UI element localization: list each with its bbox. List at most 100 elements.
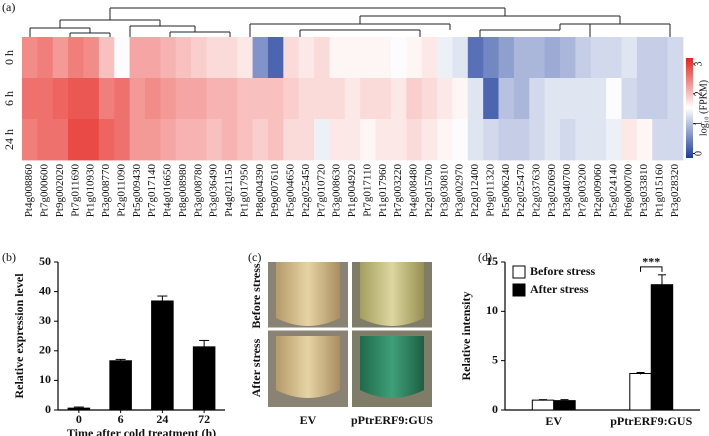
column-label: pPtrERF9:GUS [351,413,433,427]
heat-cell [129,37,146,79]
heat-cell [621,37,638,79]
heat-cell [406,78,423,120]
heat-cell [175,78,192,120]
column-label: Pt3g040700 [561,164,573,218]
heat-cell [237,78,253,120]
column-label: Pt8g004390 [254,164,266,218]
column-label: Pt8g008980 [177,164,189,218]
heat-cell [544,119,561,161]
column-label: Pt2g025470 [515,164,527,218]
column-label: Pt2g009060 [592,164,604,218]
heat-cell [360,78,376,120]
column-label: Pt1g010930 [85,164,97,218]
heat-cell [37,37,54,79]
heat-cell [421,119,438,161]
heat-cell [636,37,653,79]
heat-cell [437,119,453,161]
heat-cell [390,37,407,79]
column-label: Pt3g008780 [192,164,204,218]
heat-cell [575,119,592,161]
row-label: Before stress [249,263,263,329]
heat-cell [606,78,622,120]
heat-cell [513,78,530,120]
heat-cell [360,119,376,161]
heat-cell [129,119,146,161]
heat-cell [590,78,607,120]
column-label: Pt2g037630 [530,164,542,218]
heat-cell [652,37,669,79]
y-tick-label: 20 [39,343,51,357]
heat-cell [298,119,315,161]
heat-cell [144,37,161,79]
column-label: Pt3g030810 [438,164,450,218]
heat-cell [98,119,115,161]
heat-cell [375,119,392,161]
heat-cell [298,78,315,120]
heat-cell [498,119,515,161]
heat-cell [98,37,115,79]
column-label: Pt3g008630 [331,164,343,218]
column-label: Pt3g008770 [100,164,112,218]
legend-label: Before stress [530,264,596,278]
x-tick-label: pPtrERF9:GUS [610,414,692,428]
column-label: Pt7g003220 [392,164,404,218]
heat-cell [114,119,131,161]
heat-cell [437,78,453,120]
y-tick-label: 10 [486,303,498,317]
heat-cell [37,78,54,120]
heat-cell [252,37,269,79]
heat-cell [621,78,638,120]
panel-label: (b) [2,250,16,264]
heat-cell [314,119,330,161]
y-axis-label: Relative expression level [12,273,26,399]
legend-swatch [512,283,526,297]
heat-cell [314,37,330,79]
heat-cell [406,37,423,79]
heat-cell [221,37,238,79]
heat-cell [160,119,177,161]
heat-cell [590,37,607,79]
heat-cell [114,37,131,79]
x-tick-label: EV [545,414,562,428]
heat-cell [606,119,622,161]
column-label: Pt4g021150 [223,164,235,217]
heat-cell [667,78,684,120]
heat-cell [544,78,561,120]
bar [67,407,91,410]
heat-cell [221,78,238,120]
bar [192,346,216,410]
heat-cell [467,78,484,120]
heat-cell [267,78,284,120]
heat-cell [68,78,84,120]
heat-cell [175,37,192,79]
y-tick-label: 0 [45,402,51,416]
legend-swatch [512,265,526,279]
column-label: Pt7g017140 [146,164,158,218]
heat-cell [98,78,115,120]
x-tick-label: 0 [76,412,82,426]
x-tick-label: 24 [156,412,168,426]
x-tick-label: 6 [118,412,124,426]
heat-cell [498,37,515,79]
heat-cell [252,78,269,120]
heat-cell [375,78,392,120]
heat-cell [636,119,653,161]
heat-cell [344,78,361,120]
tube [360,336,424,398]
y-tick-label: 40 [39,283,51,297]
column-label: Pt6g000700 [623,164,635,218]
heat-cell [452,78,469,120]
bar [553,400,576,411]
heat-cell [83,37,100,79]
column-label: Pt5g004650 [285,164,297,218]
column-label: Pt4g008480 [408,164,420,218]
column-label: Pt2g011090 [115,164,127,217]
column-label: Pt3g002970 [454,164,466,218]
heat-cell [483,119,499,161]
panel-label: (a) [2,0,15,14]
heat-cell [667,37,684,79]
heat-cell [360,37,376,79]
heat-cell [22,78,38,120]
y-tick-label: 50 [39,254,51,268]
heat-cell [237,37,253,79]
